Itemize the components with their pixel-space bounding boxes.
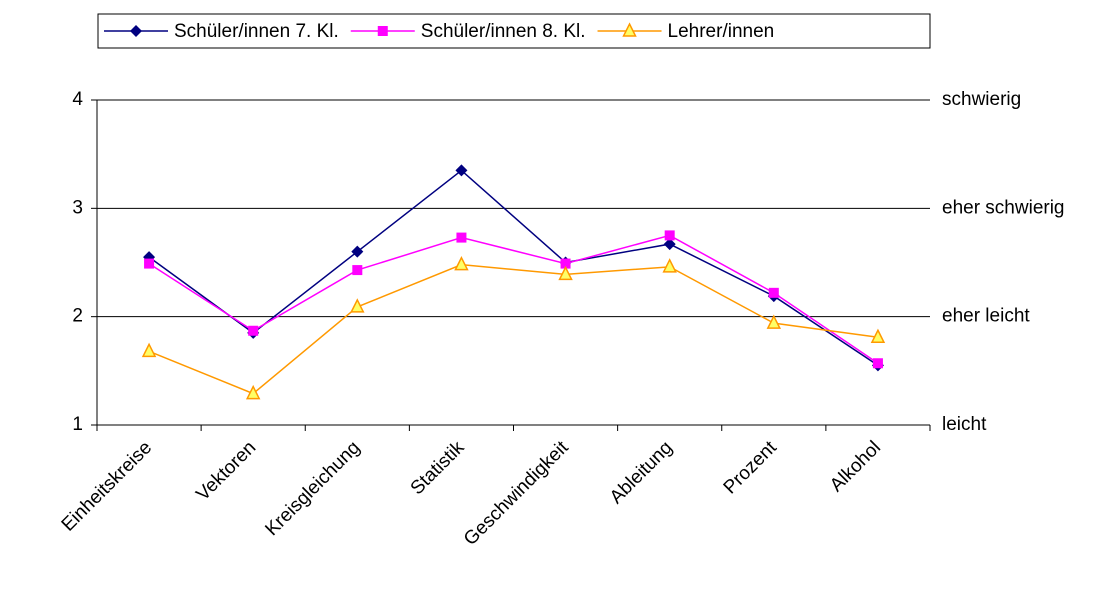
point xyxy=(245,384,261,400)
point xyxy=(456,232,467,243)
point xyxy=(766,314,782,329)
x-tick-label: Ableitung xyxy=(606,437,677,508)
series-line xyxy=(148,169,879,367)
point xyxy=(560,258,571,269)
x-tick-label: Geschwindigkeit xyxy=(460,437,573,550)
point xyxy=(870,328,886,343)
x-tick-label: Kreisgleichung xyxy=(261,437,364,540)
legend-marker xyxy=(377,26,388,36)
legend-label: Schüler/innen 7. Kl. xyxy=(174,21,339,42)
legend-marker xyxy=(130,25,142,37)
series-line xyxy=(148,234,879,364)
point xyxy=(352,265,363,276)
legend-label: Lehrer/innen xyxy=(668,21,775,42)
x-tick-label: Statistik xyxy=(407,437,469,499)
point xyxy=(663,238,676,251)
y2-tick-label: eher schwierig xyxy=(942,197,1065,218)
point xyxy=(248,325,259,336)
x-tick-label: Prozent xyxy=(720,437,782,499)
legend-box xyxy=(97,13,931,49)
legend-label: Schüler/innen 8. Kl. xyxy=(421,21,586,42)
y-tick-label: 1 xyxy=(72,414,83,435)
point xyxy=(141,342,157,358)
point xyxy=(872,358,883,369)
y2-tick-label: schwierig xyxy=(942,89,1021,110)
point xyxy=(350,298,365,313)
point xyxy=(351,245,364,258)
y-tick-label: 2 xyxy=(72,306,83,327)
series-line xyxy=(148,263,879,395)
x-tick-label: Einheitskreise xyxy=(58,437,156,535)
y-tick-label: 4 xyxy=(72,89,83,110)
point xyxy=(662,258,677,273)
y2-tick-label: leicht xyxy=(942,414,987,435)
point xyxy=(558,265,573,281)
point xyxy=(768,287,779,298)
x-tick-label: Vektoren xyxy=(192,437,260,505)
y2-tick-label: eher leicht xyxy=(942,306,1030,327)
x-tick-label: Alkohol xyxy=(826,437,885,496)
y-tick-label: 3 xyxy=(72,197,83,218)
point xyxy=(144,258,155,269)
point xyxy=(454,255,469,271)
point xyxy=(455,164,468,177)
point xyxy=(664,230,675,241)
legend-marker xyxy=(622,22,637,37)
